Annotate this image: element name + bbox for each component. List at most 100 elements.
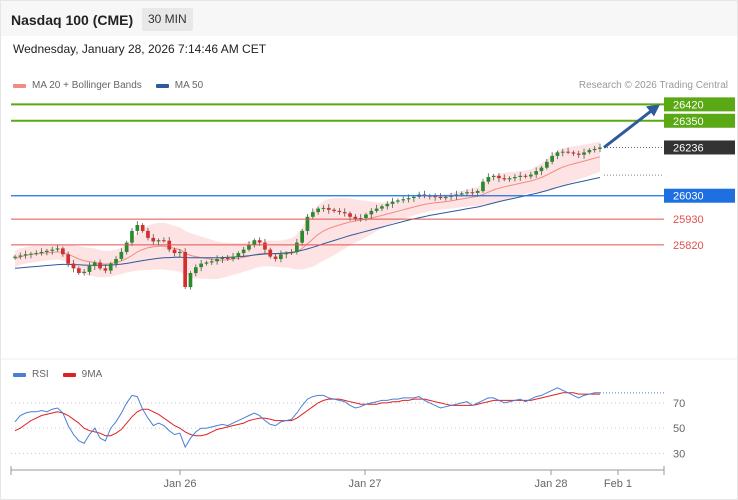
- candle-body: [183, 251, 187, 287]
- candle-body: [470, 192, 475, 194]
- candle-body: [130, 230, 134, 243]
- rsi-tick-label: 50: [673, 423, 685, 435]
- timestamp: Wednesday, January 28, 2026 7:14:46 AM C…: [13, 42, 267, 56]
- candle-body: [225, 257, 230, 259]
- candle-body: [151, 237, 156, 242]
- candle-body: [385, 203, 390, 207]
- candle-body: [273, 256, 278, 259]
- candle-body: [61, 248, 65, 255]
- candle-body: [433, 196, 437, 198]
- candle-body: [199, 263, 203, 268]
- resistance-label: 26350: [673, 116, 704, 128]
- candle-body: [454, 194, 459, 196]
- timeframe-badge[interactable]: 30 MIN: [142, 8, 193, 31]
- candle-body: [342, 212, 347, 214]
- candle-body: [247, 244, 251, 250]
- ma50-legend-label: MA 50: [174, 80, 204, 91]
- candle-body: [39, 251, 44, 254]
- candle-body: [241, 249, 246, 254]
- candle-body: [103, 268, 108, 271]
- copyright-text: Research © 2026 Trading Central: [578, 80, 728, 91]
- candle-body: [481, 181, 485, 192]
- candle-body: [598, 147, 602, 149]
- candle-body: [582, 152, 586, 155]
- candle-body: [146, 230, 150, 238]
- time-axis: Jan 26 Jan 27 Jan 28 Feb 1: [10, 466, 665, 490]
- rsi-ma-legend-swatch: [62, 372, 76, 377]
- candle-body: [550, 155, 554, 162]
- support-label: 25930: [673, 214, 704, 226]
- candle-body: [295, 242, 299, 252]
- candle-body: [156, 240, 161, 242]
- candle-body: [348, 213, 352, 217]
- price-legend: MA 20 + Bollinger Bands MA 50: [13, 80, 203, 91]
- candle-body: [412, 196, 416, 199]
- resistance-tag: [664, 113, 735, 128]
- candle-body: [513, 177, 517, 179]
- candle-body: [204, 262, 209, 264]
- candle-body: [18, 255, 23, 257]
- candle-body: [268, 249, 273, 257]
- candle-body: [300, 230, 304, 243]
- current-price-label: 26236: [673, 142, 704, 154]
- price-levels: 26420 26350 26236 26030 25930 25820: [11, 97, 735, 252]
- candle-body: [34, 253, 39, 255]
- candle-body: [289, 251, 294, 254]
- candle-body: [396, 200, 400, 202]
- rsi-ma-legend-label: 9MA: [81, 369, 103, 380]
- candle-body: [252, 240, 257, 245]
- candle-body: [135, 225, 140, 231]
- candle-body: [555, 152, 560, 156]
- candle-body: [77, 268, 81, 273]
- candle-body: [539, 167, 544, 172]
- ma50-legend-swatch: [155, 83, 169, 88]
- candle-body: [215, 259, 219, 262]
- candle-body: [209, 261, 214, 263]
- candle-body: [443, 196, 448, 199]
- candle-body: [178, 251, 182, 254]
- candle-body: [518, 175, 523, 177]
- candle-body: [98, 262, 102, 269]
- candle-body: [332, 209, 336, 211]
- candle-body: [438, 196, 443, 199]
- candle-body: [401, 199, 406, 201]
- time-tick-label: Jan 26: [163, 478, 196, 490]
- candle-body: [534, 171, 538, 175]
- candle-body: [263, 242, 267, 250]
- candle-body: [369, 210, 374, 215]
- candle-body: [523, 175, 528, 177]
- candle-body: [119, 251, 124, 259]
- resistance-label: 26420: [673, 99, 704, 111]
- candle-body: [465, 192, 469, 194]
- candle-body: [23, 254, 28, 256]
- candle-body: [571, 152, 576, 154]
- current-price-tag: [664, 140, 735, 155]
- candle-body: [587, 150, 592, 153]
- candle-body: [502, 178, 507, 180]
- instrument-title: Nasdaq 100 (CME): [11, 12, 134, 28]
- candle-body: [124, 242, 129, 252]
- candle-body: [55, 248, 60, 250]
- rsi-ma-line: [14, 392, 600, 437]
- candle-body: [172, 249, 177, 254]
- bollinger-band: [15, 141, 600, 280]
- candle-body: [353, 216, 358, 220]
- candle-body: [491, 175, 496, 177]
- candle-body: [188, 273, 193, 288]
- time-tick-label: Jan 27: [348, 478, 381, 490]
- candle-body: [326, 207, 331, 210]
- candle-body: [45, 250, 49, 252]
- candle-body: [140, 225, 145, 231]
- candle-body: [13, 256, 17, 258]
- rsi-tick-label: 30: [673, 448, 685, 460]
- rsi-legend-label: RSI: [32, 369, 49, 380]
- candle-body: [576, 153, 581, 155]
- candle-body: [475, 191, 480, 193]
- candle-body: [311, 212, 315, 217]
- candle-body: [66, 254, 70, 264]
- candle-body: [364, 214, 368, 218]
- candle-body: [50, 249, 55, 251]
- candle-body: [316, 208, 320, 213]
- pivot-label: 26030: [673, 191, 704, 203]
